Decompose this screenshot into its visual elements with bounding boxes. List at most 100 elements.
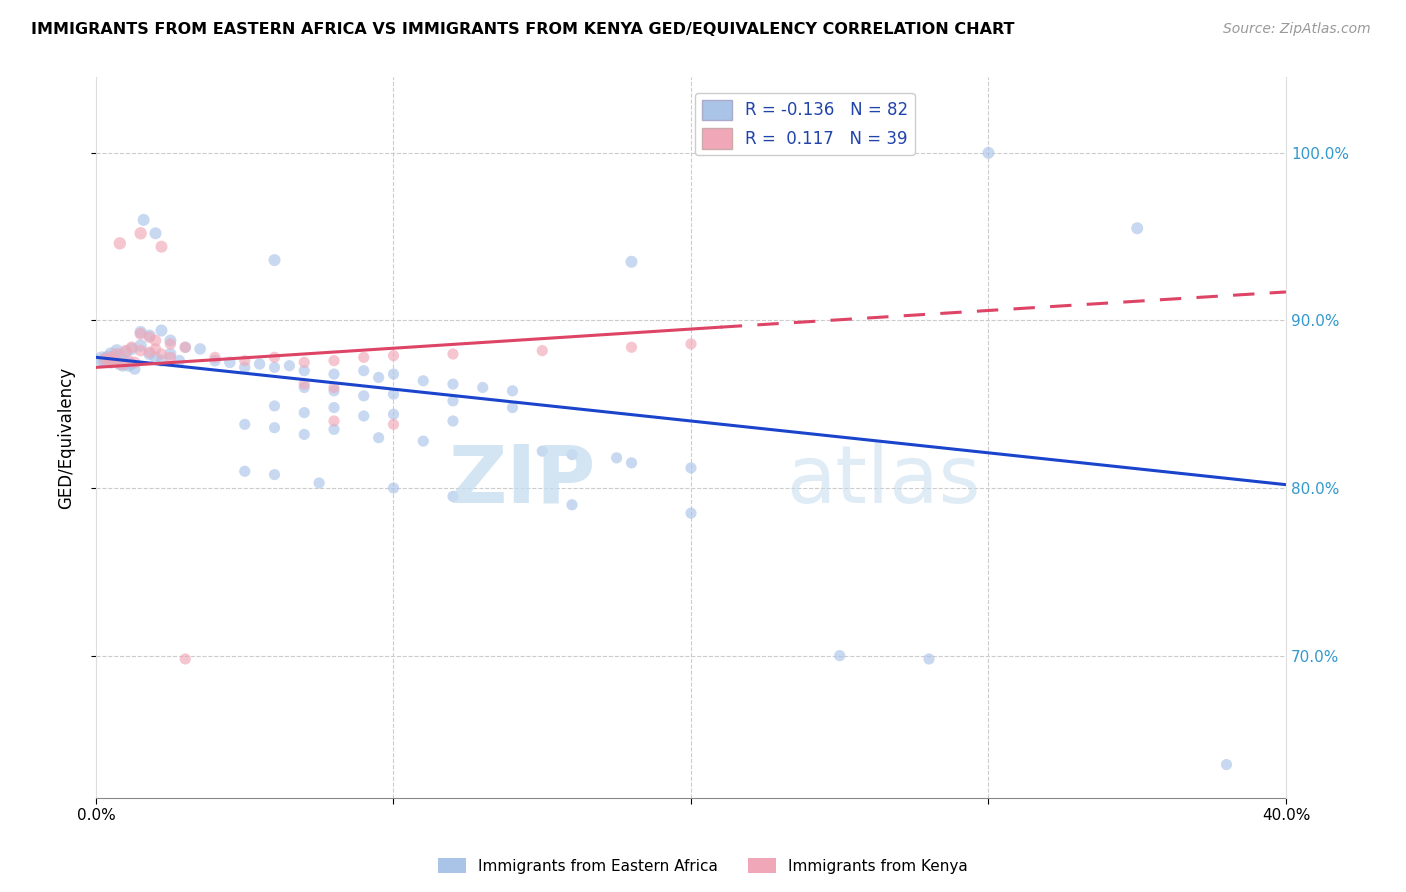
- Point: [620, 254, 643, 268]
- Point: [150, 240, 173, 254]
- Point: [249, 357, 271, 371]
- Point: [121, 342, 143, 356]
- Point: [531, 343, 554, 358]
- Point: [132, 213, 155, 227]
- Point: [233, 464, 256, 478]
- Point: [353, 351, 375, 365]
- Point: [159, 347, 181, 361]
- Point: [679, 506, 702, 520]
- Point: [323, 380, 346, 394]
- Point: [441, 414, 464, 428]
- Point: [918, 652, 941, 666]
- Point: [138, 345, 160, 359]
- Point: [263, 360, 285, 375]
- Point: [1126, 221, 1149, 235]
- Point: [367, 431, 389, 445]
- Text: Source: ZipAtlas.com: Source: ZipAtlas.com: [1223, 22, 1371, 37]
- Point: [323, 353, 346, 368]
- Point: [441, 393, 464, 408]
- Point: [204, 351, 226, 365]
- Text: IMMIGRANTS FROM EASTERN AFRICA VS IMMIGRANTS FROM KENYA GED/EQUIVALENCY CORRELAT: IMMIGRANTS FROM EASTERN AFRICA VS IMMIGR…: [31, 22, 1015, 37]
- Point: [94, 351, 117, 366]
- Point: [114, 355, 136, 369]
- Point: [174, 340, 197, 354]
- Point: [100, 353, 122, 368]
- Point: [502, 384, 524, 398]
- Point: [323, 401, 346, 415]
- Point: [188, 342, 211, 356]
- Point: [382, 367, 405, 381]
- Point: [382, 481, 405, 495]
- Point: [145, 342, 167, 356]
- Point: [606, 450, 628, 465]
- Point: [129, 325, 152, 339]
- Point: [441, 377, 464, 392]
- Point: [129, 227, 152, 241]
- Point: [502, 401, 524, 415]
- Point: [145, 227, 167, 241]
- Legend: R = -0.136   N = 82, R =  0.117   N = 39: R = -0.136 N = 82, R = 0.117 N = 39: [695, 93, 915, 155]
- Point: [323, 422, 346, 436]
- Point: [138, 330, 160, 344]
- Point: [441, 347, 464, 361]
- Point: [174, 340, 197, 354]
- Point: [620, 340, 643, 354]
- Point: [353, 389, 375, 403]
- Point: [108, 357, 131, 371]
- Point: [150, 347, 173, 361]
- Point: [114, 345, 136, 359]
- Point: [263, 399, 285, 413]
- Point: [100, 347, 122, 361]
- Point: [1215, 757, 1237, 772]
- Point: [382, 407, 405, 421]
- Point: [828, 648, 851, 663]
- Point: [263, 351, 285, 365]
- Point: [108, 236, 131, 251]
- Point: [263, 467, 285, 482]
- Point: [561, 498, 583, 512]
- Point: [111, 357, 134, 371]
- Point: [111, 359, 134, 373]
- Point: [150, 324, 173, 338]
- Point: [150, 353, 173, 368]
- Point: [108, 349, 131, 363]
- Point: [105, 355, 128, 369]
- Point: [308, 475, 330, 490]
- Point: [118, 359, 141, 373]
- Point: [353, 364, 375, 378]
- Point: [100, 351, 122, 365]
- Point: [94, 353, 117, 368]
- Text: atlas: atlas: [786, 442, 980, 520]
- Point: [124, 355, 146, 369]
- Point: [138, 347, 160, 361]
- Point: [91, 351, 114, 366]
- Point: [145, 351, 167, 365]
- Point: [561, 448, 583, 462]
- Point: [471, 380, 494, 394]
- Point: [159, 351, 181, 365]
- Point: [382, 387, 405, 401]
- Point: [353, 409, 375, 423]
- Point: [124, 362, 146, 376]
- Point: [382, 349, 405, 363]
- Point: [100, 355, 122, 369]
- Point: [121, 357, 143, 371]
- Point: [145, 334, 167, 348]
- Point: [382, 417, 405, 432]
- Point: [105, 347, 128, 361]
- Point: [118, 353, 141, 368]
- Point: [323, 414, 346, 428]
- Point: [441, 490, 464, 504]
- Point: [263, 253, 285, 268]
- Point: [292, 380, 315, 394]
- Point: [129, 326, 152, 341]
- Point: [412, 434, 434, 449]
- Point: [323, 384, 346, 398]
- Point: [292, 377, 315, 392]
- Point: [129, 338, 152, 352]
- Point: [292, 427, 315, 442]
- Point: [121, 340, 143, 354]
- Point: [412, 374, 434, 388]
- Point: [233, 417, 256, 432]
- Point: [233, 360, 256, 375]
